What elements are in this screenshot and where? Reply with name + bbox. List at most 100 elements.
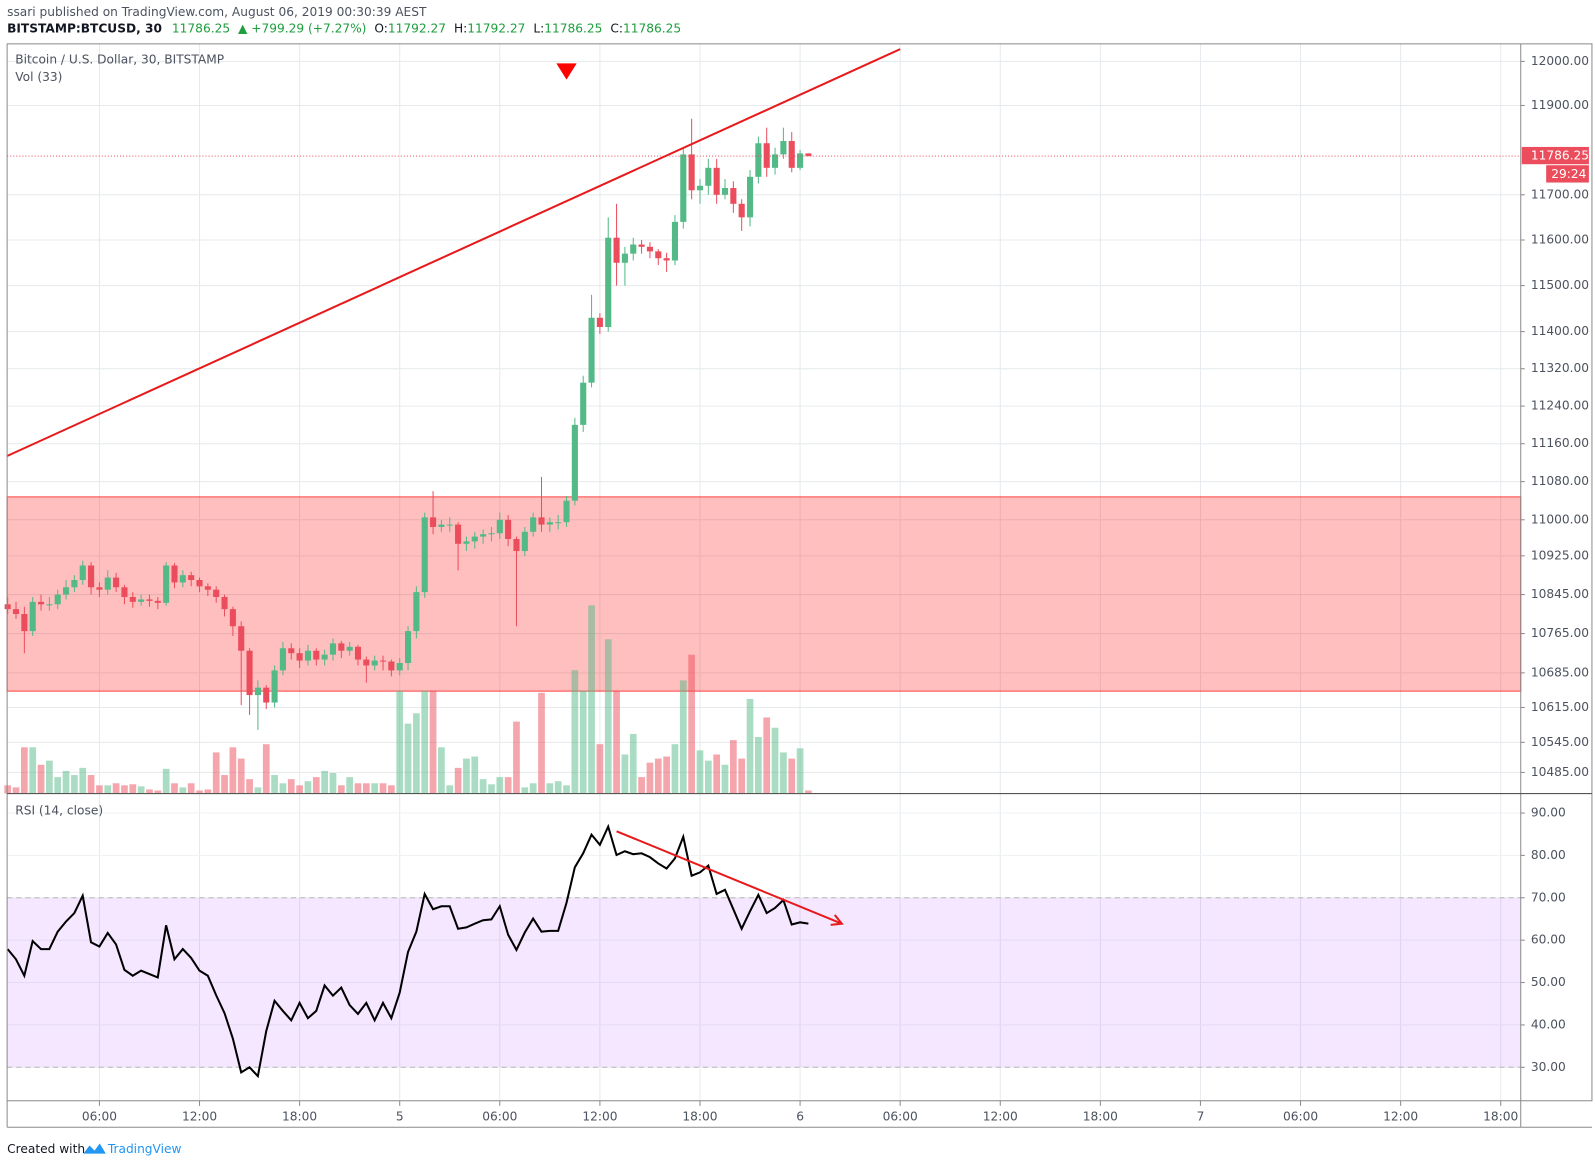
volume-bar bbox=[104, 785, 112, 794]
volume-bar bbox=[121, 785, 128, 794]
volume-bar bbox=[579, 690, 587, 794]
candle-body bbox=[54, 594, 61, 605]
candle-body bbox=[196, 580, 203, 587]
candle-body bbox=[430, 517, 437, 527]
candle-body bbox=[721, 188, 729, 195]
candle-body bbox=[621, 253, 628, 263]
y-tick-label: 11500.00 bbox=[1531, 278, 1589, 292]
volume-bar bbox=[388, 785, 395, 794]
candle-body bbox=[271, 670, 278, 703]
y-tick-label: 60.00 bbox=[1531, 933, 1566, 947]
candle-body bbox=[121, 587, 128, 597]
volume-bar bbox=[554, 781, 562, 794]
y-tick-label: 50.00 bbox=[1531, 975, 1566, 989]
volume-bar bbox=[346, 777, 354, 794]
volume-bar bbox=[287, 779, 295, 794]
candle-body bbox=[154, 600, 161, 603]
candle-body bbox=[229, 609, 236, 627]
x-tick-label: 18:00 bbox=[1483, 1110, 1518, 1124]
candle-body bbox=[730, 188, 737, 204]
volume-bar bbox=[296, 785, 303, 794]
y-tick-label: 10545.00 bbox=[1531, 735, 1589, 749]
volume-bar bbox=[679, 680, 687, 794]
candle-body bbox=[413, 592, 420, 632]
x-tick-label: 18:00 bbox=[282, 1110, 317, 1124]
candle-body bbox=[663, 258, 670, 261]
candle-body bbox=[146, 599, 153, 601]
volume-bar bbox=[137, 786, 145, 794]
footer-brand[interactable]: TradingView bbox=[107, 1142, 182, 1156]
candle-body bbox=[421, 517, 428, 593]
countdown-box bbox=[1546, 165, 1589, 183]
y-tick-label: 11320.00 bbox=[1531, 361, 1589, 375]
x-tick-label: 5 bbox=[396, 1110, 404, 1124]
candle-body bbox=[88, 565, 95, 588]
volume-bar bbox=[362, 783, 370, 794]
volume-bar bbox=[721, 764, 729, 794]
volume-bar bbox=[37, 764, 45, 794]
volume-bar bbox=[596, 744, 604, 794]
candle-body bbox=[138, 599, 145, 602]
volume-bar bbox=[563, 785, 570, 794]
candle-body bbox=[596, 317, 603, 328]
trend-line bbox=[6, 48, 901, 457]
volume-bar bbox=[529, 783, 537, 794]
candle-body bbox=[488, 533, 495, 535]
candle-body bbox=[338, 643, 345, 651]
ohlc-value: 11786.25 bbox=[544, 21, 602, 35]
volume-bar bbox=[271, 775, 278, 794]
footer-text: Created with bbox=[7, 1142, 85, 1156]
candle-body bbox=[71, 580, 78, 588]
grid bbox=[7, 43, 1521, 1101]
volume-bar bbox=[337, 785, 345, 794]
volume-bar bbox=[613, 690, 620, 794]
y-tick-label: 10845.00 bbox=[1531, 587, 1589, 601]
volume-bar bbox=[413, 713, 420, 794]
y-tick-label: 11400.00 bbox=[1531, 324, 1589, 338]
candle-body bbox=[705, 167, 712, 186]
volume-bar bbox=[321, 770, 328, 794]
candle-body bbox=[797, 153, 804, 168]
marks bbox=[4, 118, 812, 1079]
volume-bar bbox=[162, 768, 170, 794]
volume-bar bbox=[21, 747, 28, 794]
volume-bar bbox=[254, 787, 262, 794]
volume-bar bbox=[546, 783, 554, 794]
volume-bar bbox=[221, 775, 228, 794]
candle-body bbox=[638, 244, 645, 247]
volume-bar bbox=[621, 754, 629, 794]
rsi-line bbox=[6, 823, 809, 1079]
candle-body bbox=[788, 141, 795, 168]
volume-bar bbox=[371, 783, 379, 794]
volume-bar bbox=[262, 744, 270, 794]
rsi-arrow-head bbox=[830, 914, 844, 926]
volume-bar bbox=[279, 783, 287, 794]
volume-bar bbox=[479, 779, 487, 794]
volume-bar bbox=[788, 758, 796, 794]
candle-body bbox=[213, 589, 220, 597]
x-tick-label: 7 bbox=[1197, 1110, 1205, 1124]
y-tick-label: 12000.00 bbox=[1531, 54, 1589, 68]
brand-logo bbox=[83, 1143, 106, 1154]
candle-body bbox=[671, 221, 679, 261]
volume-bar bbox=[654, 758, 662, 794]
candle-body bbox=[263, 687, 270, 703]
volume-bar bbox=[237, 758, 245, 794]
candle-body bbox=[313, 650, 320, 660]
candle-body bbox=[46, 604, 53, 606]
volume-bar bbox=[538, 692, 545, 794]
candle-body bbox=[755, 143, 762, 177]
volume-bar bbox=[229, 747, 237, 794]
volume-bar bbox=[46, 760, 53, 794]
last-price-label: 11786.25 bbox=[1531, 149, 1589, 163]
candle-body bbox=[363, 659, 370, 666]
candle-body bbox=[404, 631, 412, 664]
volume-bar bbox=[454, 767, 462, 794]
rsi-arrow bbox=[616, 830, 843, 925]
zones bbox=[6, 496, 1522, 1068]
y-tick-label: 10925.00 bbox=[1531, 548, 1589, 562]
y-tick-label: 90.00 bbox=[1531, 806, 1566, 820]
countdown-label: 29:24 bbox=[1551, 167, 1586, 181]
x-tick-label: 12:00 bbox=[983, 1110, 1018, 1124]
volume-title: Vol (33) bbox=[15, 70, 62, 84]
